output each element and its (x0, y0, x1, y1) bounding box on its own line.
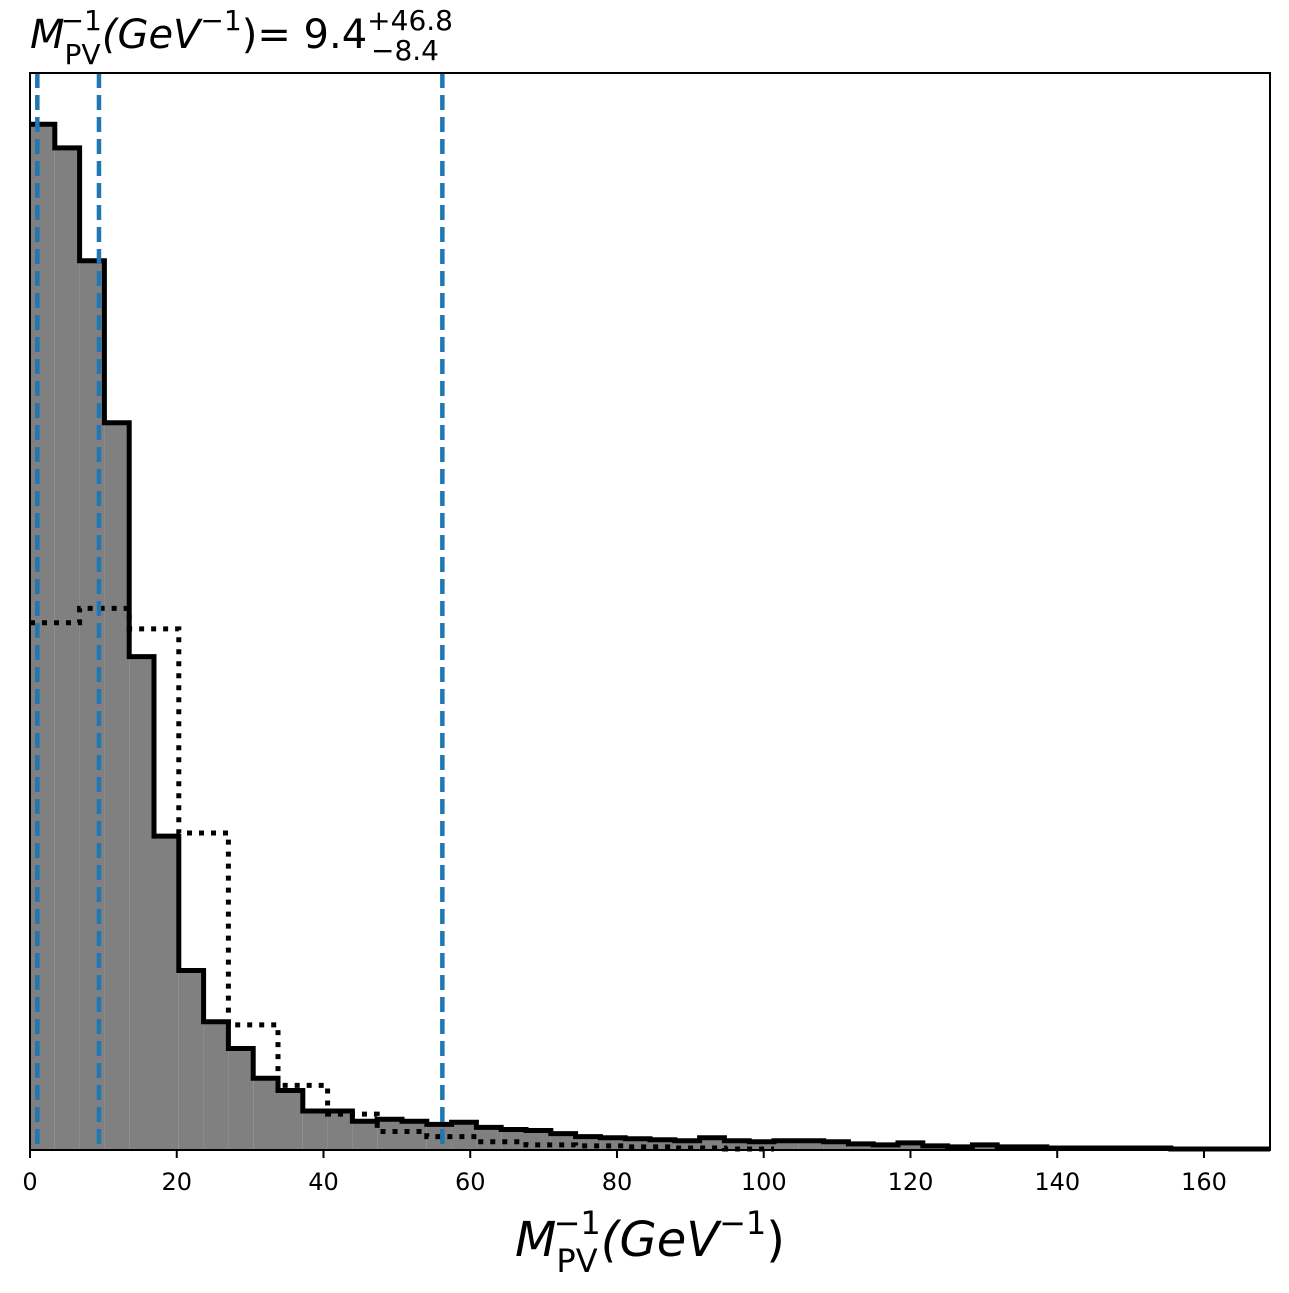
posterior-bar (972, 1144, 998, 1150)
posterior-bar (278, 1090, 303, 1150)
posterior-bar (402, 1121, 427, 1150)
axes-frame (29, 72, 1271, 1151)
x-tick-label: 0 (22, 1168, 37, 1196)
posterior-bar (104, 422, 130, 1151)
posterior-bar (674, 1140, 700, 1150)
plot-area (30, 73, 1270, 1152)
posterior-bar (228, 1048, 254, 1150)
posterior-bar (724, 1140, 750, 1150)
x-tick-label: 140 (1034, 1168, 1080, 1196)
posterior-bar (774, 1140, 799, 1150)
posterior-bar (848, 1143, 874, 1150)
x-axis-label: MPV−1(GeV−1) (515, 1204, 785, 1280)
posterior-bar (798, 1140, 824, 1150)
x-tick-label: 100 (741, 1168, 787, 1196)
posterior-bar (377, 1119, 402, 1150)
x-tick-label: 160 (1181, 1168, 1227, 1196)
posterior-bar (302, 1111, 328, 1150)
x-tick-label: 40 (308, 1168, 339, 1196)
posterior-bar (625, 1138, 650, 1150)
posterior-bar (178, 970, 204, 1150)
x-tick-label: 120 (888, 1168, 934, 1196)
posterior-bar (550, 1133, 576, 1150)
posterior-bar (898, 1142, 923, 1150)
posterior-bar (650, 1139, 675, 1150)
posterior-histogram-outline (30, 121, 1270, 1152)
posterior-bar (129, 656, 154, 1150)
posterior-bar (873, 1144, 898, 1150)
x-axis: 0 20 40 60 80 100 120 140 160 (22, 1150, 1227, 1196)
posterior-bar (699, 1137, 725, 1150)
prior-histogram-line (30, 605, 774, 1152)
posterior-bar (203, 1021, 229, 1150)
posterior-bar (30, 124, 55, 1150)
posterior-bar (823, 1141, 849, 1150)
posterior-bar (749, 1141, 774, 1150)
posterior-bar (253, 1078, 278, 1150)
posterior-bar (327, 1111, 353, 1150)
x-tick-label: 60 (455, 1168, 486, 1196)
posterior-bar (476, 1127, 502, 1150)
posterior-bar (526, 1130, 551, 1150)
posterior-bar (54, 147, 80, 1150)
posterior-bar (501, 1129, 526, 1150)
posterior-bar (352, 1121, 378, 1150)
chart-title: MPV−1(GeV−1)= 9.4+46.8 −8.4 (30, 4, 453, 71)
x-tick-label: 20 (161, 1168, 192, 1196)
posterior-bar (154, 836, 179, 1150)
x-tick-label: 80 (602, 1168, 633, 1196)
